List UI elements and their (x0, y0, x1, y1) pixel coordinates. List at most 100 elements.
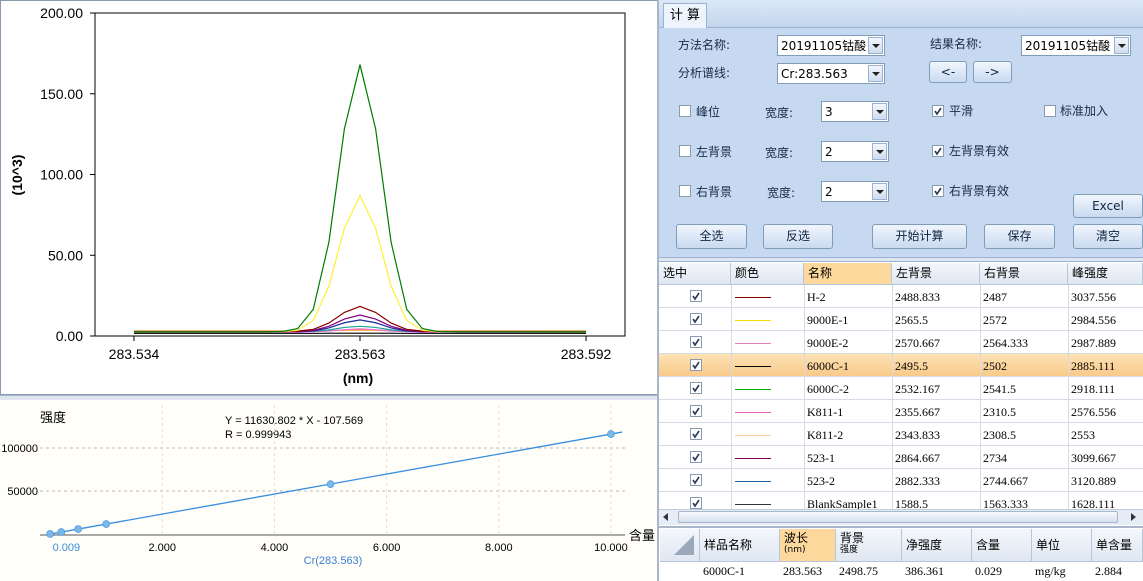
table-cell: 523-2 (807, 474, 835, 488)
table-cell: K811-2 (807, 428, 844, 442)
row-checkbox[interactable] (690, 382, 702, 394)
checkbox[interactable] (679, 185, 691, 197)
next-button[interactable]: -> (973, 61, 1012, 83)
check-mark (692, 292, 700, 301)
corner-icon (674, 535, 694, 555)
table-row[interactable] (659, 469, 1143, 492)
row-checkbox[interactable] (690, 474, 702, 486)
checkbox[interactable] (932, 105, 944, 117)
action-button[interactable]: 开始计算 (872, 224, 967, 249)
tab[interactable]: 计 算 (663, 3, 707, 28)
column-header[interactable]: 颜色 (731, 263, 804, 285)
result-cell: 0.029 (975, 564, 1002, 578)
header-text: 单含量 (1096, 538, 1133, 552)
header-text: 强度 (840, 545, 859, 555)
table-row[interactable] (659, 285, 1143, 308)
color-swatch (735, 435, 771, 436)
table-cell: 1588.5 (895, 497, 928, 511)
label: 右背景有效 (949, 184, 1010, 198)
checkbox[interactable] (679, 105, 691, 117)
check-mark (692, 315, 700, 324)
y-tick-label: 50.00 (48, 247, 83, 263)
row-checkbox[interactable] (690, 405, 702, 417)
scroll-right[interactable] (1131, 513, 1136, 521)
checkbox[interactable] (1044, 105, 1056, 117)
spectrum-line (133, 194, 587, 333)
width-dropdown[interactable]: 3 (821, 101, 889, 122)
checkbox[interactable] (679, 145, 691, 157)
cell-divider (980, 308, 981, 331)
column-header[interactable]: 样品名称 (700, 529, 780, 562)
column-header[interactable]: 净强度 (902, 529, 972, 562)
row-checkbox[interactable] (690, 451, 702, 463)
color-swatch (735, 504, 771, 505)
label: 左背景 (696, 145, 733, 159)
arrow-icon (876, 150, 884, 154)
table-row[interactable] (659, 400, 1143, 423)
action-button[interactable]: 保存 (984, 224, 1055, 249)
column-header[interactable]: 名称 (804, 263, 892, 285)
column-header[interactable]: 含量 (972, 529, 1032, 562)
dropdown-arrow (872, 143, 887, 160)
result-dropdown[interactable]: 20191105钴酸 (1021, 35, 1131, 56)
dropdown-arrow (872, 103, 887, 120)
column-header[interactable]: 峰强度 (1068, 263, 1143, 285)
column-header[interactable]: 波长 (nm) (780, 529, 836, 562)
scroll-left[interactable] (663, 513, 668, 521)
table-row[interactable] (659, 308, 1143, 331)
cell-divider (1068, 446, 1069, 469)
table-cell: 2572 (983, 313, 1007, 327)
column-header[interactable]: 背景 强度 (836, 529, 902, 562)
table-row[interactable] (659, 446, 1143, 469)
cell-divider (1068, 377, 1069, 400)
splitter[interactable] (0, 395, 658, 400)
equation: Y = 11630.802 * X - 107.569 (225, 415, 363, 427)
row-checkbox[interactable] (690, 313, 702, 325)
action-button[interactable]: 反选 (763, 224, 833, 249)
column-header[interactable]: 选中 (659, 263, 731, 285)
method-dropdown[interactable]: 20191105钴酸 (777, 35, 885, 56)
table-row[interactable] (659, 331, 1143, 354)
row-checkbox[interactable] (690, 359, 702, 371)
table-row[interactable] (659, 377, 1143, 400)
splitter[interactable] (659, 257, 1143, 262)
check-icon (692, 407, 700, 416)
spectrum-line (133, 64, 587, 333)
header-text: 样品名称 (704, 538, 753, 552)
column-header[interactable]: 单位 (1032, 529, 1092, 562)
dropdown-arrow (868, 65, 883, 82)
row-checkbox[interactable] (690, 497, 702, 509)
arrow-icon (876, 190, 884, 194)
column-header[interactable]: 单含量 (1092, 529, 1143, 562)
table-cell: 2343.833 (895, 428, 940, 442)
width-dropdown[interactable]: 2 (821, 181, 889, 202)
cell-divider (804, 331, 805, 354)
action-button[interactable]: 全选 (676, 224, 747, 249)
line-dropdown[interactable]: Cr:283.563 (777, 63, 885, 84)
table-row[interactable] (659, 423, 1143, 446)
cell-divider (804, 423, 805, 446)
cell-divider (1068, 492, 1069, 515)
checkbox[interactable] (932, 145, 944, 157)
cell-divider (731, 469, 732, 492)
width-dropdown[interactable]: 2 (821, 141, 889, 162)
x-tick-label: 8.000 (485, 542, 513, 554)
prev-button[interactable]: <- (929, 61, 967, 83)
action-button[interactable]: 清空 (1073, 224, 1143, 249)
row-checkbox[interactable] (690, 428, 702, 440)
column-header[interactable]: 右背景 (980, 263, 1068, 285)
check-icon (692, 384, 700, 393)
row-checkbox[interactable] (690, 336, 702, 348)
vertical-splitter[interactable] (657, 0, 659, 581)
column-header[interactable]: 左背景 (892, 263, 980, 285)
row-checkbox[interactable] (690, 290, 702, 302)
table-cell: 2576.556 (1071, 405, 1116, 419)
checkbox[interactable] (932, 185, 944, 197)
cell-divider (892, 423, 893, 446)
excel-button[interactable]: Excel (1073, 194, 1143, 218)
table-row[interactable] (659, 354, 1143, 377)
table-cell: 2885.111 (1071, 359, 1116, 373)
scroll-thumb[interactable] (678, 511, 1118, 523)
label: 方法名称: (678, 38, 731, 52)
label: 宽度: (767, 186, 796, 200)
